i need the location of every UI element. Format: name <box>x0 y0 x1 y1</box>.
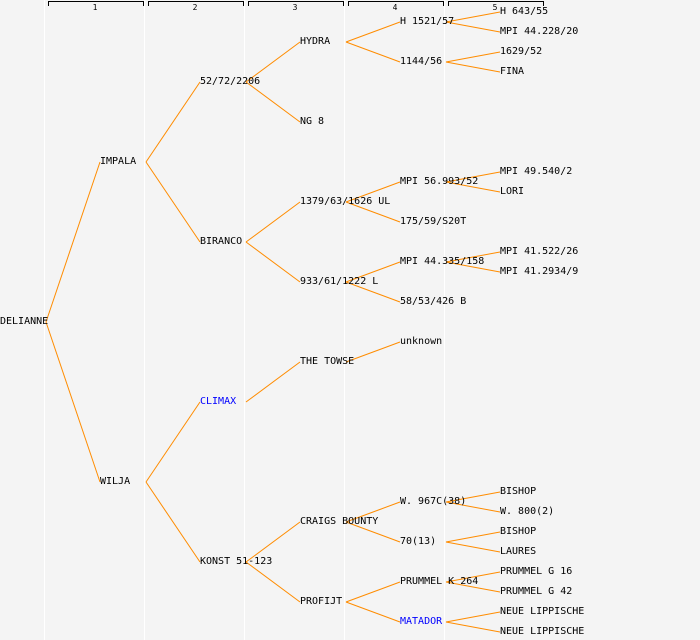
pedigree-node: FINA <box>500 66 525 77</box>
pedigree-node: MPI 44.228/20 <box>500 26 579 37</box>
pedigree-node: NG 8 <box>300 116 325 127</box>
pedigree-node: KONST 51-123 <box>200 556 273 567</box>
pedigree-link <box>245 361 301 403</box>
pedigree-link <box>445 621 501 633</box>
pedigree-link <box>145 481 201 563</box>
pedigree-link <box>345 341 401 363</box>
pedigree-node: 1629/52 <box>500 46 543 57</box>
pedigree-link <box>445 531 501 543</box>
pedigree-node: 1144/56 <box>400 56 443 67</box>
pedigree-link <box>445 171 501 183</box>
pedigree-node: PRUMMEL G 42 <box>500 586 573 597</box>
pedigree-link <box>445 21 501 33</box>
pedigree-node: LORI <box>500 186 525 197</box>
pedigree-node: unknown <box>400 336 443 347</box>
pedigree-node: BISHOP <box>500 486 537 497</box>
column-separator <box>444 0 445 640</box>
pedigree-node: IMPALA <box>100 156 137 167</box>
pedigree-link <box>145 81 201 163</box>
pedigree-link <box>445 11 501 23</box>
pedigree-node: 58/53/426 B <box>400 296 467 307</box>
pedigree-node: 52/72/2206 <box>200 76 261 87</box>
pedigree-link <box>445 581 501 593</box>
pedigree-link <box>245 41 301 83</box>
pedigree-link <box>345 501 401 523</box>
column-header-number: 2 <box>192 3 198 12</box>
pedigree-node: H 643/55 <box>500 6 549 17</box>
pedigree-node: 175/59/S20T <box>400 216 467 227</box>
pedigree-link <box>145 161 201 243</box>
pedigree-link <box>345 261 401 283</box>
column-separator <box>244 0 245 640</box>
pedigree-link <box>345 601 401 623</box>
pedigree-node: 70(13) <box>400 536 437 547</box>
pedigree-link <box>345 41 401 63</box>
column-header-number: 5 <box>492 3 498 12</box>
pedigree-link <box>345 201 401 223</box>
column-header-number: 4 <box>392 3 398 12</box>
pedigree-node: PRUMMEL G 16 <box>500 566 573 577</box>
pedigree-link <box>45 321 101 483</box>
pedigree-node: MPI 56.993/52 <box>400 176 479 187</box>
pedigree-link <box>245 521 301 563</box>
pedigree-link <box>345 581 401 603</box>
pedigree-node: NEUE LIPPISCHE <box>500 626 585 637</box>
column-separator <box>144 0 145 640</box>
pedigree-node[interactable]: CLIMAX <box>200 396 237 407</box>
pedigree-node: MPI 44.335/158 <box>400 256 485 267</box>
pedigree-node: THE TOWSE <box>300 356 355 367</box>
pedigree-link <box>445 261 501 273</box>
pedigree-node: LAURES <box>500 546 537 557</box>
pedigree-node: MPI 41.2934/9 <box>500 266 579 277</box>
column-header-number: 3 <box>292 3 298 12</box>
pedigree-node: MPI 41.522/26 <box>500 246 579 257</box>
column-header-bracket <box>48 1 144 6</box>
pedigree-node: BIRANCO <box>200 236 243 247</box>
column-header-bracket <box>248 1 344 6</box>
pedigree-link <box>45 161 101 323</box>
pedigree-link <box>245 561 301 603</box>
pedigree-link <box>245 81 301 123</box>
pedigree-node: NEUE LIPPISCHE <box>500 606 585 617</box>
column-separator <box>44 0 45 640</box>
pedigree-link <box>345 281 401 303</box>
pedigree-link <box>445 251 501 263</box>
pedigree-link <box>145 401 201 483</box>
pedigree-link <box>445 491 501 503</box>
column-separator <box>344 0 345 640</box>
column-header-bracket <box>148 1 244 6</box>
pedigree-link <box>445 571 501 583</box>
pedigree-node: W. 967C(38) <box>400 496 467 507</box>
pedigree-node: CRAIGS BOUNTY <box>300 516 379 527</box>
pedigree-node: 933/61/1222 L <box>300 276 379 287</box>
pedigree-node: W. 800(2) <box>500 506 555 517</box>
pedigree-node: BISHOP <box>500 526 537 537</box>
pedigree-link <box>345 521 401 543</box>
pedigree-link <box>445 51 501 63</box>
pedigree-link <box>345 21 401 43</box>
pedigree-node: H 1521/57 <box>400 16 455 27</box>
pedigree-node: PROFIJT <box>300 596 343 607</box>
pedigree-link <box>445 611 501 623</box>
pedigree-node: HYDRA <box>300 36 331 47</box>
column-header-bracket <box>448 1 544 6</box>
pedigree-link <box>445 61 501 73</box>
pedigree-link <box>445 541 501 553</box>
pedigree-node: 1379/63/1626 UL <box>300 196 391 207</box>
pedigree-link <box>245 201 301 243</box>
pedigree-node: PRUMMEL K 264 <box>400 576 479 587</box>
pedigree-node: WILJA <box>100 476 131 487</box>
pedigree-node[interactable]: MATADOR <box>400 616 443 627</box>
column-header-number: 1 <box>92 3 98 12</box>
column-header-bracket <box>348 1 444 6</box>
pedigree-link <box>245 241 301 283</box>
pedigree-link <box>345 181 401 203</box>
pedigree-root: DELIANNE <box>0 316 49 327</box>
pedigree-link <box>445 501 501 513</box>
pedigree-node: MPI 49.540/2 <box>500 166 573 177</box>
pedigree-link <box>445 181 501 193</box>
